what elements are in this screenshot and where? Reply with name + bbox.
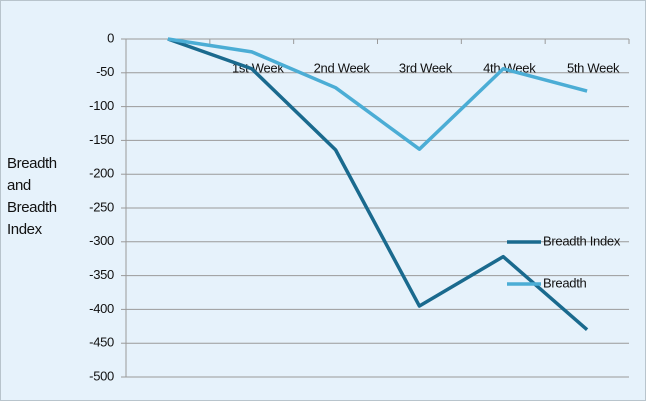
x-tick-label: 4th Week bbox=[483, 60, 536, 75]
y-tick-label: -450 bbox=[89, 335, 114, 350]
y-tick-label: 0 bbox=[107, 30, 114, 45]
series-line bbox=[167, 37, 589, 331]
y-tick-label: -400 bbox=[89, 301, 114, 316]
y-tick-label: -500 bbox=[89, 368, 114, 383]
y-tick-label: -350 bbox=[89, 267, 114, 282]
y-tick-label: -100 bbox=[89, 98, 114, 113]
y-tick-label: -50 bbox=[96, 64, 114, 79]
series-line bbox=[167, 37, 588, 151]
y-tick-label: -300 bbox=[89, 233, 114, 248]
x-tick-label: 1st Week bbox=[232, 60, 284, 75]
y-tick-label: -200 bbox=[89, 166, 114, 181]
y-tick-label: -150 bbox=[89, 132, 114, 147]
x-tick-label: 5th Week bbox=[567, 60, 620, 75]
y-tick-label: -250 bbox=[89, 199, 114, 214]
y-axis-label: Breadth and Breadth Index bbox=[7, 155, 57, 238]
x-tick-label: 3rd Week bbox=[399, 60, 453, 75]
legend-label: Breadth bbox=[543, 275, 587, 290]
legend-label: Breadth Index bbox=[543, 233, 621, 248]
x-tick-label: 2nd Week bbox=[314, 60, 371, 75]
